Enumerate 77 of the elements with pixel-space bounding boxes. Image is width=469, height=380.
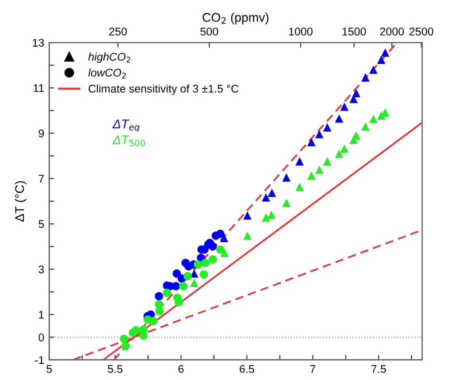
point bbox=[201, 258, 210, 268]
x2-tick-label: 500 bbox=[200, 28, 218, 36]
point bbox=[243, 231, 252, 240]
point bbox=[120, 334, 128, 343]
point bbox=[154, 292, 164, 300]
point bbox=[323, 123, 332, 132]
x2-axis-title: CO$_{2}$ (ppmv) bbox=[202, 12, 268, 24]
legend-label: Climate sensitivity of 3 ±1.5 °C bbox=[88, 84, 238, 95]
x2-tick-label: 250 bbox=[109, 28, 127, 36]
y-tick-label: 5 bbox=[38, 220, 44, 228]
y-tick-label: 1 bbox=[39, 310, 44, 319]
point bbox=[369, 66, 378, 74]
x-tick-label: 6 bbox=[178, 365, 184, 373]
point bbox=[268, 188, 276, 197]
point bbox=[220, 234, 228, 242]
text: ΔT$_{eq}$ bbox=[112, 120, 140, 132]
x2-tick-label: 1000 bbox=[289, 28, 313, 36]
y-axis-title: ΔT (°C) bbox=[14, 181, 26, 222]
point bbox=[216, 245, 224, 254]
point bbox=[149, 316, 158, 326]
y-tick-label: 7 bbox=[38, 174, 44, 183]
x-tick-label: 5 bbox=[46, 365, 52, 373]
point bbox=[172, 269, 181, 278]
point bbox=[162, 288, 172, 297]
x2-tick-label: 2500 bbox=[410, 28, 434, 36]
x-tick-label: 7.5 bbox=[371, 365, 386, 373]
point bbox=[174, 298, 183, 306]
point bbox=[262, 213, 270, 222]
point bbox=[267, 210, 276, 219]
y-tick-label: 13 bbox=[32, 38, 44, 47]
point bbox=[216, 230, 224, 238]
point bbox=[172, 282, 180, 290]
point bbox=[361, 122, 370, 131]
point bbox=[121, 342, 130, 350]
x-tick-label: 6.5 bbox=[240, 365, 254, 373]
point bbox=[334, 114, 344, 123]
point bbox=[179, 282, 188, 290]
x-tick-label: 7 bbox=[310, 365, 316, 373]
point bbox=[315, 130, 324, 138]
point bbox=[154, 300, 164, 308]
point bbox=[220, 248, 229, 258]
y-tick-label: 9 bbox=[38, 129, 44, 138]
point bbox=[194, 260, 202, 269]
y-tick-label: 0 bbox=[38, 333, 44, 342]
y-tick-label: -1 bbox=[35, 356, 44, 364]
point bbox=[295, 182, 304, 192]
x2-tick-label: 2000 bbox=[380, 28, 404, 36]
point bbox=[340, 144, 349, 153]
point bbox=[307, 171, 316, 180]
y-tick-label: 3 bbox=[38, 265, 44, 274]
x-tick-label: 5.5 bbox=[108, 365, 122, 373]
point bbox=[361, 73, 370, 82]
point bbox=[208, 255, 217, 264]
point bbox=[190, 278, 198, 287]
point bbox=[282, 198, 291, 207]
point bbox=[381, 48, 390, 57]
point bbox=[208, 242, 217, 250]
point bbox=[183, 272, 192, 280]
point bbox=[340, 102, 349, 111]
point bbox=[132, 326, 140, 334]
text: ΔT$_{500}$ bbox=[112, 135, 145, 146]
point bbox=[352, 88, 360, 98]
point bbox=[262, 193, 270, 202]
point bbox=[323, 157, 332, 166]
point bbox=[369, 114, 378, 124]
point bbox=[243, 211, 252, 220]
point bbox=[307, 138, 316, 146]
point bbox=[295, 157, 304, 166]
point bbox=[334, 149, 344, 158]
point bbox=[315, 166, 324, 174]
annotation: highCO$_{2}$ bbox=[88, 52, 130, 63]
point bbox=[377, 56, 386, 64]
point bbox=[282, 173, 291, 182]
annotation: lowCO$_{2}$ bbox=[88, 68, 126, 78]
y-tick-label: 11 bbox=[34, 84, 44, 92]
point bbox=[200, 270, 208, 279]
x2-tick-label: 1500 bbox=[342, 28, 366, 36]
